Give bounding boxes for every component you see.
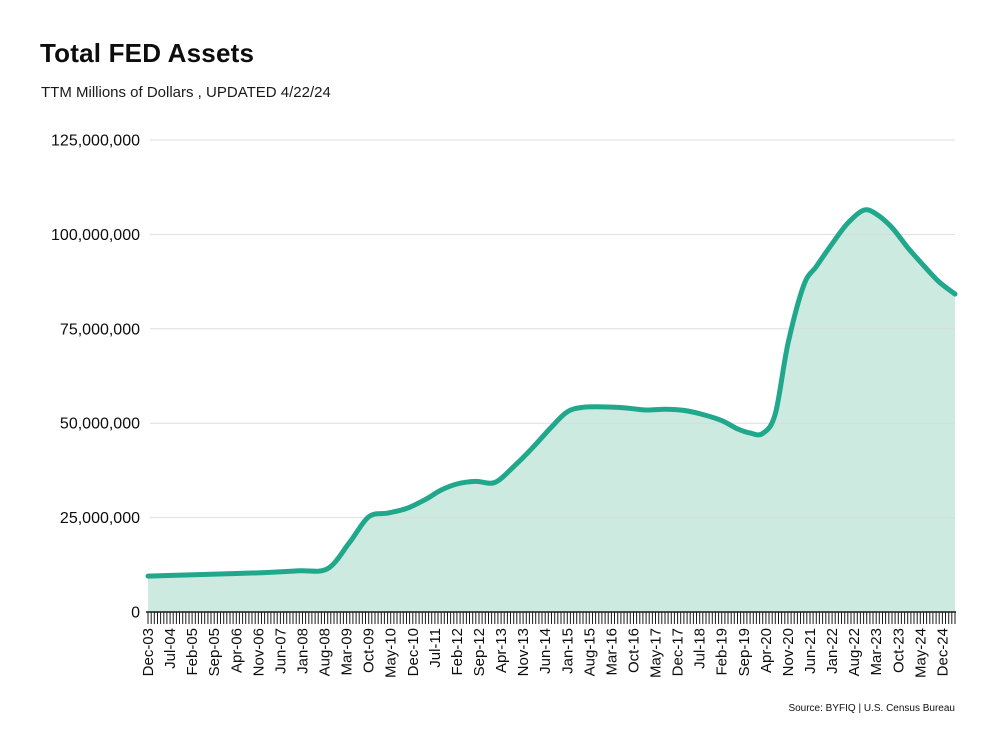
x-tick-label: Mar-16	[603, 628, 620, 676]
x-tick-label: Jul-04	[162, 628, 179, 669]
x-tick-label: Oct-16	[626, 628, 643, 673]
x-tick-label: Feb-19	[714, 628, 731, 676]
x-tick-label: Dec-24	[934, 628, 951, 676]
x-tick-label: Aug-22	[846, 628, 863, 676]
chart-title: Total FED Assets	[40, 38, 255, 68]
x-tick-label: Sep-05	[206, 628, 223, 676]
x-tick-label: Dec-10	[405, 628, 422, 676]
x-tick-label: Jun-07	[272, 628, 289, 674]
y-tick-label: 125,000,000	[51, 133, 140, 150]
x-tick-label: Apr-13	[493, 628, 510, 673]
x-tick-label: Oct-23	[890, 628, 907, 673]
x-tick-label: Jan-08	[295, 628, 312, 674]
x-tick-label: May-24	[912, 628, 929, 678]
x-tick-label: Nov-06	[250, 628, 267, 676]
x-tick-label: Nov-13	[515, 628, 532, 676]
x-tick-label: Apr-20	[758, 628, 775, 673]
x-tick-label: Sep-19	[736, 628, 753, 676]
chart-subtitle: TTM Millions of Dollars , UPDATED 4/22/2…	[41, 84, 331, 101]
x-tick-label: Jul-18	[692, 628, 709, 669]
x-tick-label: Feb-12	[449, 628, 466, 676]
x-tick-label: Nov-20	[780, 628, 797, 676]
x-tick-label: May-17	[648, 628, 665, 678]
x-tick-label: Dec-17	[670, 628, 687, 676]
x-tick-label: Jun-14	[537, 628, 554, 674]
x-tick-label: Feb-05	[184, 628, 201, 676]
x-tick-label: Apr-06	[228, 628, 245, 673]
area-fill	[148, 209, 955, 612]
x-tick-label: Sep-12	[471, 628, 488, 676]
x-tick-label: Aug-15	[581, 628, 598, 676]
x-tick-label: Jun-21	[802, 628, 819, 674]
x-tick-label: Jan-15	[559, 628, 576, 674]
y-tick-label: 25,000,000	[60, 510, 140, 527]
x-tick-label: Oct-09	[361, 628, 378, 673]
y-tick-label: 50,000,000	[60, 416, 140, 433]
series-line	[145, 207, 958, 579]
y-tick-label: 100,000,000	[51, 227, 140, 244]
x-tick-label: Jul-11	[427, 628, 444, 668]
x-tick-label: Dec-03	[140, 628, 157, 676]
x-tick-label: May-10	[383, 628, 400, 678]
source-attribution: Source: BYFIQ | U.S. Census Bureau	[788, 703, 955, 714]
x-tick-label: Aug-08	[317, 628, 334, 676]
y-tick-label: 0	[131, 605, 140, 622]
x-tick-label: Mar-23	[868, 628, 885, 676]
x-tick-label: Mar-09	[339, 628, 356, 676]
x-tick-label: Jan-22	[824, 628, 841, 674]
y-tick-label: 75,000,000	[60, 321, 140, 338]
